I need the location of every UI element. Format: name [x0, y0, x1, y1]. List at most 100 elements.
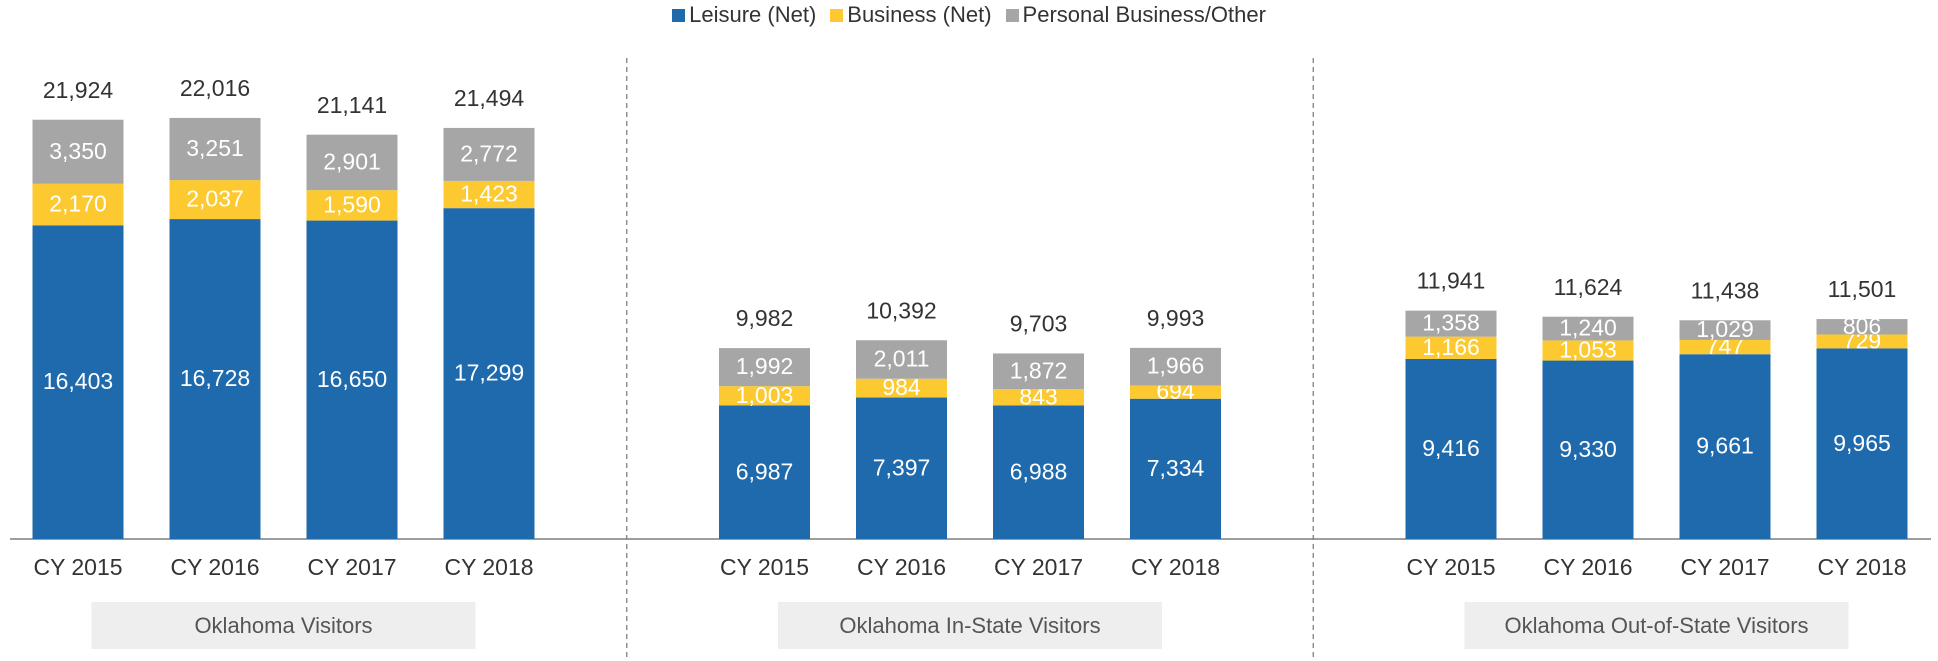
bar-segment: [1542, 316, 1634, 341]
bar-segment: [1816, 334, 1908, 349]
data-label: 1,423: [460, 181, 518, 207]
total-label: 11,624: [1554, 274, 1623, 300]
legend-item: Business (Net): [830, 2, 992, 28]
data-label: 17,299: [454, 360, 524, 386]
x-tick-label: CY 2015: [33, 554, 122, 580]
bar-segment: [306, 134, 398, 191]
bar-segment: [169, 180, 261, 220]
bar-segment: [1130, 347, 1221, 386]
total-label: 22,016: [180, 75, 250, 101]
x-tick-label: CY 2016: [170, 554, 259, 580]
bar-segment: [1816, 319, 1908, 335]
bar-segment: [443, 180, 535, 209]
bar-segment: [169, 219, 261, 539]
bar-segment: [1130, 385, 1221, 399]
data-label: 1,003: [736, 382, 794, 408]
bar-segment: [719, 386, 810, 406]
bar-segment: [993, 405, 1084, 539]
x-tick-label: CY 2016: [1543, 554, 1632, 580]
bar-segment: [1679, 320, 1771, 340]
legend-label: Business (Net): [847, 2, 992, 27]
data-label: 9,416: [1422, 435, 1480, 461]
bar-segment: [856, 378, 947, 398]
data-label: 1,872: [1010, 357, 1068, 383]
group-label-box: [1464, 602, 1849, 649]
data-label: 2,011: [874, 346, 930, 372]
data-label: 9,965: [1833, 430, 1891, 456]
bar-segment: [443, 208, 535, 540]
x-tick-label: CY 2018: [444, 554, 533, 580]
data-label: 1,358: [1422, 310, 1480, 336]
data-label: 6,987: [736, 458, 794, 484]
data-label: 1,053: [1559, 337, 1617, 363]
data-label: 3,350: [49, 138, 107, 164]
data-label: 16,403: [43, 368, 113, 394]
data-label: 7,334: [1147, 455, 1205, 481]
bar-segment: [306, 190, 398, 221]
total-label: 9,982: [736, 305, 794, 331]
total-label: 21,141: [317, 92, 387, 118]
data-label: 6,988: [1010, 458, 1068, 484]
bar-segment: [1542, 360, 1634, 539]
legend-label: Leisure (Net): [689, 2, 817, 27]
group-label: Oklahoma Out-of-State Visitors: [1504, 613, 1808, 638]
x-tick-label: CY 2016: [857, 554, 946, 580]
data-label: 2,170: [49, 191, 107, 217]
x-tick-label: CY 2017: [307, 554, 396, 580]
data-label: 16,650: [317, 366, 387, 392]
data-label: 1,166: [1422, 334, 1480, 360]
bar-segment: [993, 353, 1084, 390]
data-label: 1,992: [736, 353, 794, 379]
data-label: 2,772: [460, 141, 518, 167]
data-label: 2,901: [323, 148, 381, 174]
data-label: 1,240: [1559, 315, 1617, 341]
group-label-box: [778, 602, 1162, 649]
data-label: 1,029: [1696, 316, 1754, 342]
bar-segment: [32, 119, 124, 184]
bar-segment: [1405, 358, 1497, 539]
bar-segment: [1816, 348, 1908, 539]
bar-segment: [719, 405, 810, 539]
total-label: 11,438: [1691, 277, 1760, 303]
total-label: 11,941: [1417, 268, 1486, 294]
total-label: 9,993: [1147, 305, 1205, 331]
bar-segment: [32, 183, 124, 226]
x-tick-label: CY 2018: [1817, 554, 1906, 580]
legend-label: Personal Business/Other: [1022, 2, 1266, 27]
data-label: 7,397: [873, 454, 931, 480]
bar-segment: [993, 389, 1084, 406]
x-tick-label: CY 2015: [1406, 554, 1495, 580]
total-label: 11,501: [1828, 276, 1897, 302]
group-label: Oklahoma Visitors: [194, 613, 372, 638]
bar-segment: [856, 397, 947, 539]
data-label: 1,966: [1147, 353, 1205, 379]
legend-swatch: [830, 8, 844, 22]
bar-segment: [306, 220, 398, 539]
bar-segment: [719, 348, 810, 387]
legend-swatch: [672, 8, 686, 22]
data-label: 3,251: [186, 135, 244, 161]
bar-segment: [1130, 398, 1221, 539]
bar-segment: [443, 127, 535, 181]
group-label: Oklahoma In-State Visitors: [839, 613, 1100, 638]
data-label: 9,330: [1559, 436, 1617, 462]
total-label: 10,392: [866, 297, 936, 323]
bar-segment: [169, 117, 261, 181]
total-label: 21,494: [454, 85, 525, 111]
legend-item: Leisure (Net): [672, 2, 816, 28]
bar-segment: [1679, 339, 1771, 355]
bar-segment: [1405, 336, 1497, 359]
legend-swatch: [1005, 8, 1019, 22]
bar-segment: [32, 225, 124, 540]
x-tick-label: CY 2017: [1680, 554, 1769, 580]
total-label: 21,924: [43, 77, 114, 103]
data-label: 2,037: [186, 186, 244, 212]
x-tick-label: CY 2018: [1131, 554, 1220, 580]
data-label: 16,728: [180, 365, 250, 391]
legend: Leisure (Net) Business (Net) Personal Busi…: [0, 2, 1938, 28]
data-label: 1,590: [323, 191, 381, 217]
group-label-box: [91, 602, 476, 649]
total-label: 9,703: [1010, 311, 1068, 337]
